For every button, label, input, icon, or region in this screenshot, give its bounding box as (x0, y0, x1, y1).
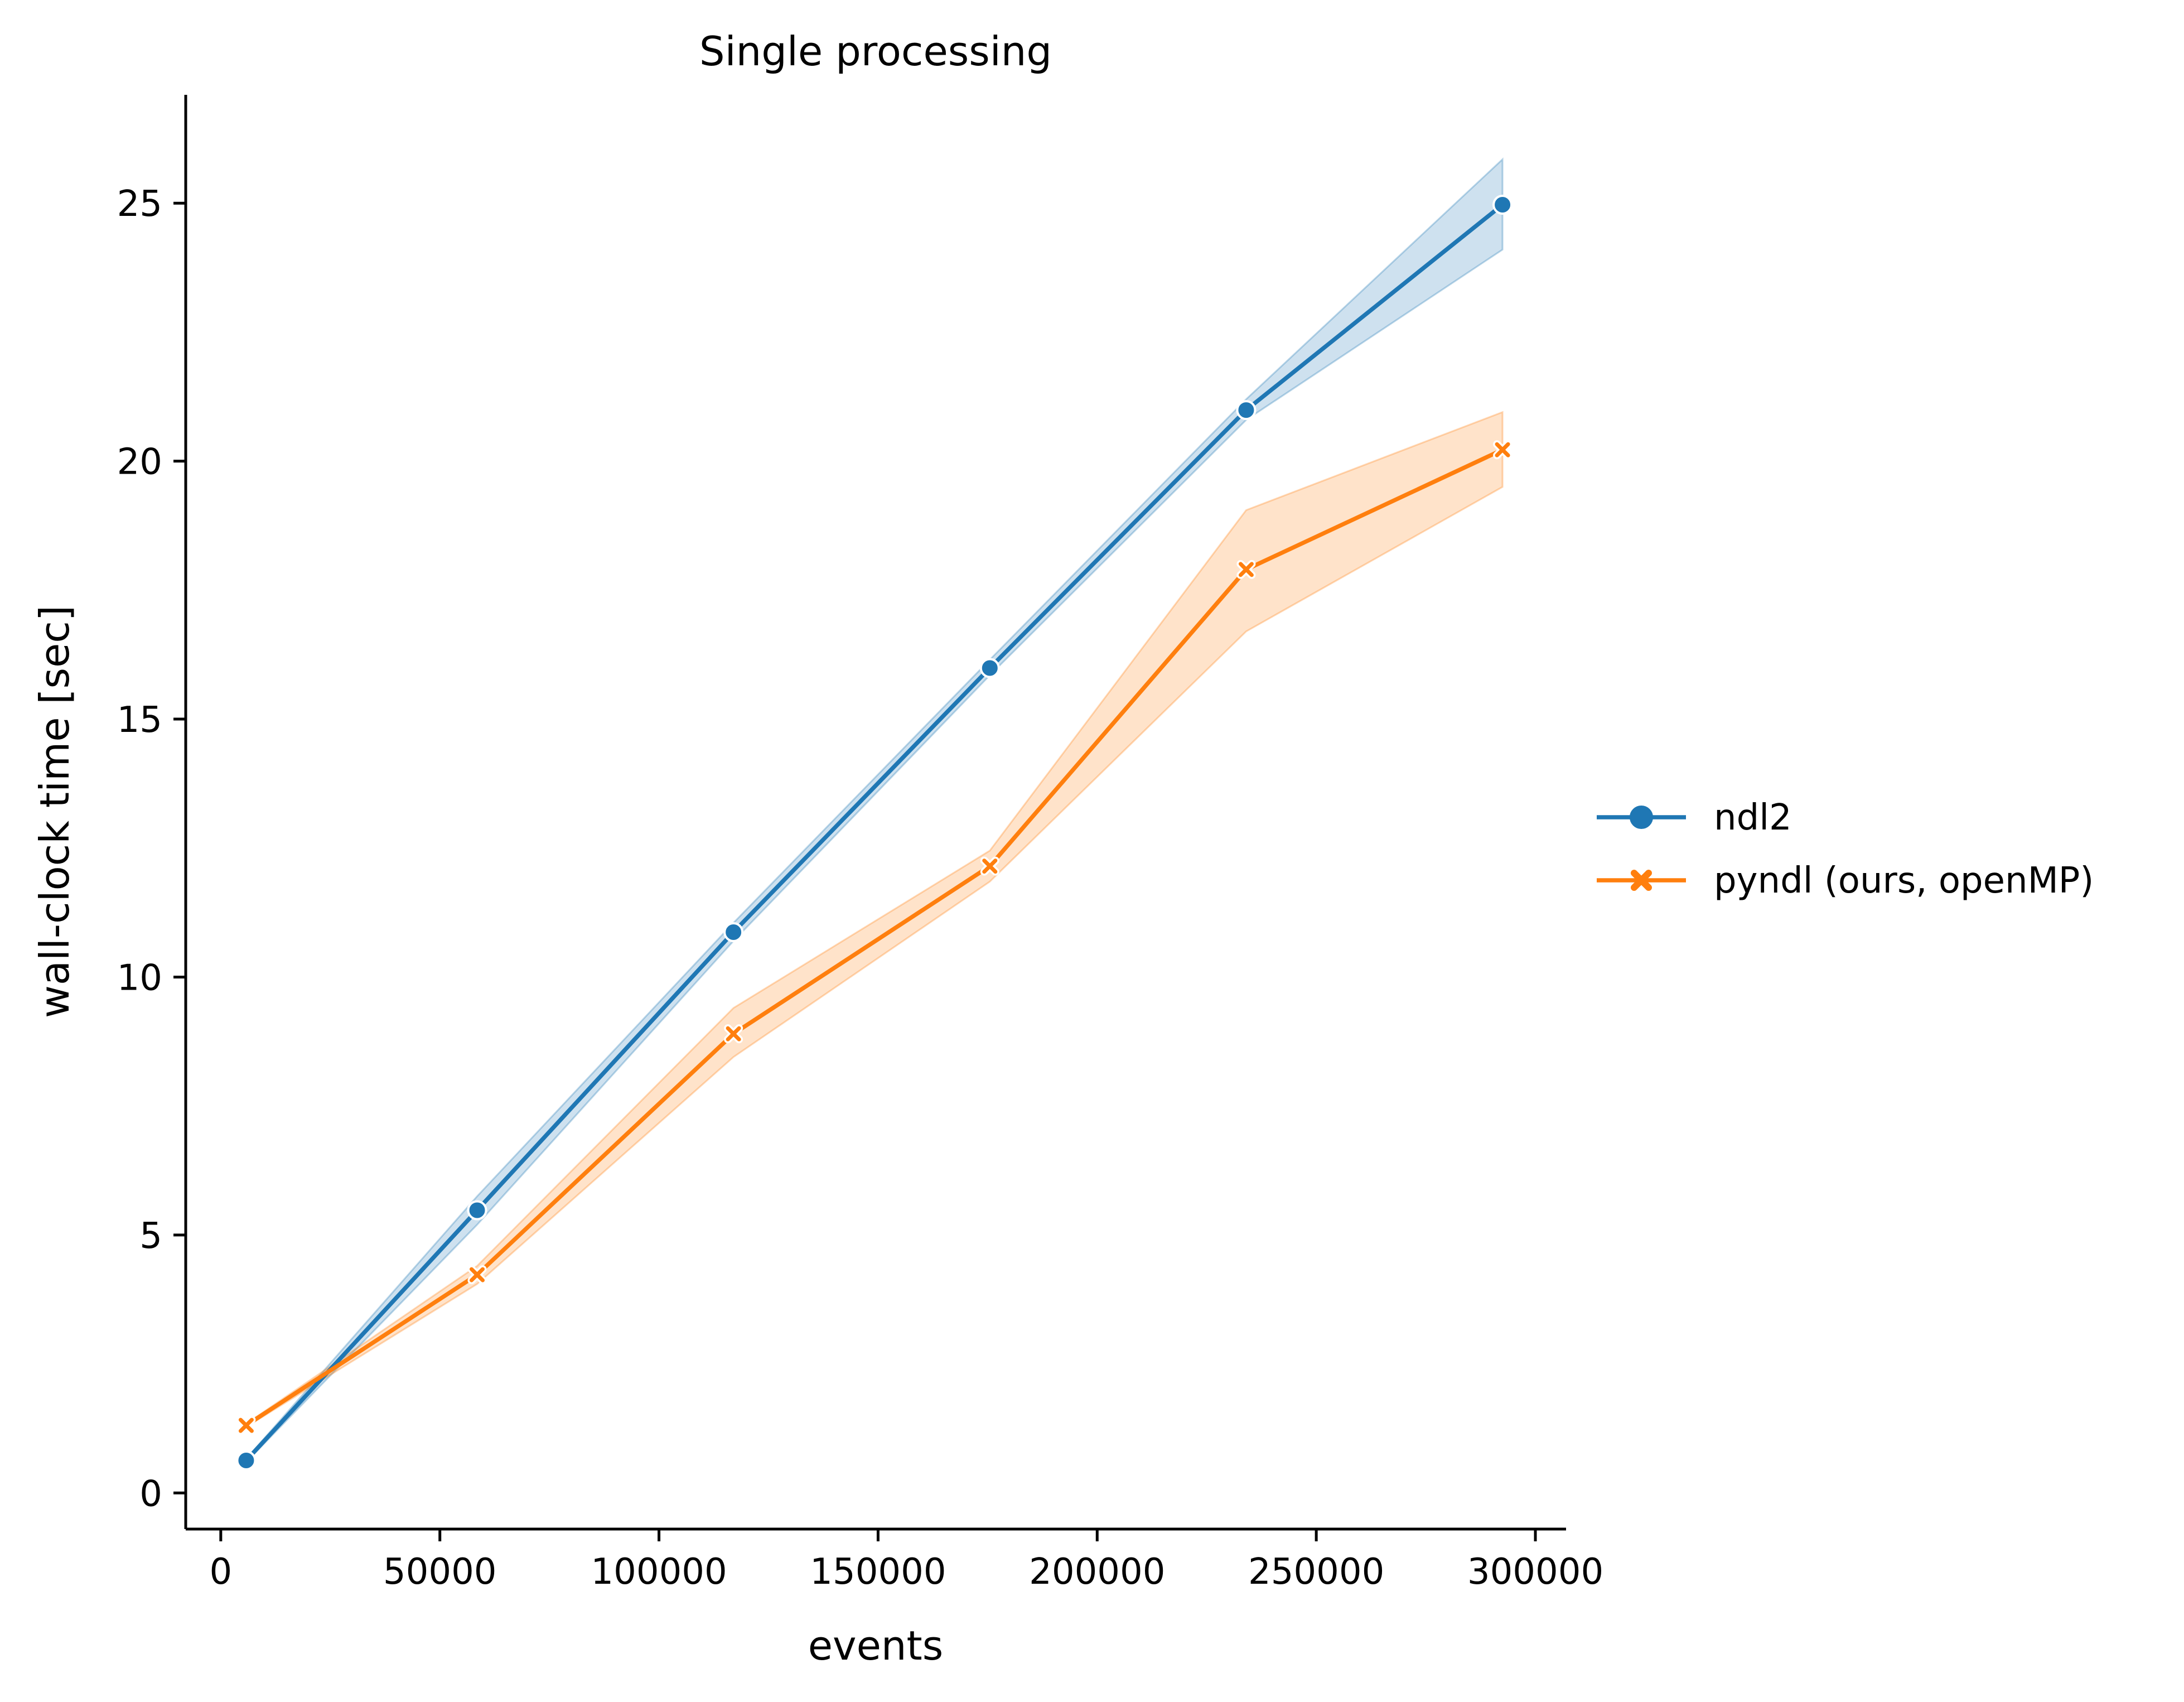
x-tick-label: 300000 (1467, 1551, 1603, 1593)
series-markers (236, 194, 1513, 1470)
data-point-ndl2 (1492, 194, 1513, 215)
y-tick-label: 25 (117, 184, 162, 225)
x-axis-label: events (808, 1622, 944, 1669)
data-point-pyndl-ours-openmp (467, 1265, 487, 1285)
chart-title: Single processing (699, 28, 1052, 75)
x-tick-label: 200000 (1029, 1551, 1165, 1593)
data-point-ndl2 (236, 1450, 257, 1470)
series-line-ndl2 (244, 203, 1504, 1462)
x-tick-label: 50000 (383, 1551, 497, 1593)
confidence-band-pyndl-ours-openmp (245, 411, 1504, 1429)
x-tick-label: 100000 (591, 1551, 727, 1593)
y-axis-ticks: 0 5 10 15 20 25 (117, 184, 186, 1515)
x-tick-label: 150000 (810, 1551, 946, 1593)
data-point-ndl2 (723, 922, 744, 942)
y-tick-label: 5 (139, 1216, 162, 1257)
y-axis-label: wall-clock time [sec] (31, 605, 78, 1018)
x-axis-ticks: 0 50000 100000 150000 200000 250000 300000 (209, 1529, 1603, 1593)
legend-marker (1631, 870, 1652, 891)
data-point-pyndl-ours-openmp (1493, 440, 1513, 460)
y-tick-label: 10 (117, 957, 162, 999)
data-point-ndl2 (467, 1200, 487, 1221)
data-point-pyndl-ours-openmp (980, 856, 999, 876)
data-point-ndl2 (979, 658, 1000, 678)
legend: ndl2 pyndl (ours, openMP) (1597, 797, 2094, 901)
legend-marker (1630, 806, 1653, 829)
data-point-pyndl-ours-openmp (236, 1416, 256, 1435)
y-tick-label: 20 (117, 442, 162, 483)
data-point-pyndl-ours-openmp (724, 1024, 743, 1044)
data-point-ndl2 (1236, 400, 1257, 421)
x-tick-label: 250000 (1248, 1551, 1384, 1593)
legend-item-ndl2: ndl2 (1597, 797, 1792, 838)
legend-item-pyndl-ours-openmp: pyndl (ours, openMP) (1597, 860, 2094, 901)
data-point-pyndl-ours-openmp (1236, 560, 1256, 579)
y-tick-label: 0 (139, 1473, 162, 1515)
legend-label: pyndl (ours, openMP) (1714, 860, 2094, 901)
legend-label: ndl2 (1714, 797, 1792, 838)
series-line-pyndl-ours-openmp (245, 447, 1504, 1428)
y-tick-label: 15 (117, 700, 162, 741)
series-lines (244, 203, 1504, 1462)
x-tick-label: 0 (209, 1551, 232, 1593)
